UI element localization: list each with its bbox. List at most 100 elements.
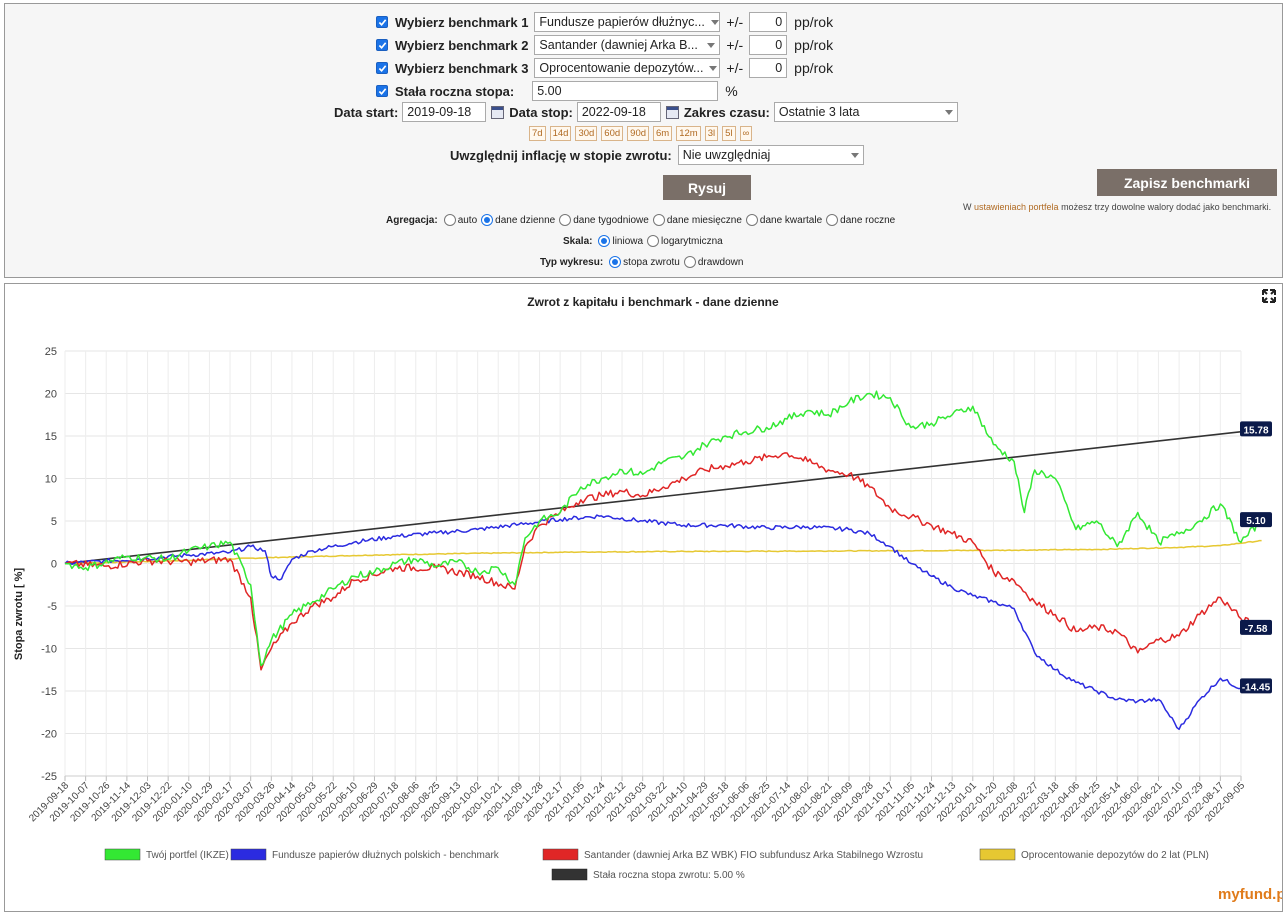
chart-type-option-label: stopa zwrotu — [623, 256, 680, 268]
unit-label: pp/rok — [794, 60, 834, 76]
y-tick-label: -20 — [41, 729, 57, 741]
aggregation-row: Agregacja: auto dane dzienne dane tygodn… — [386, 214, 895, 226]
aggregation-option-label: auto — [457, 214, 478, 226]
benchmark-1-value: Fundusze papierów dłużnyc... — [539, 15, 705, 29]
quick-range-14d[interactable]: 14d — [549, 126, 572, 141]
benchmark-3-label: Wybierz benchmark 3 — [395, 60, 529, 76]
chart-type-label: Typ wykresu: — [540, 256, 604, 268]
series-line — [64, 390, 1263, 667]
settings-panel: Wybierz benchmark 1 Fundusze papierów dł… — [4, 3, 1283, 278]
benchmark-note: W ustawieniach portfela możesz trzy dowo… — [963, 202, 1271, 212]
benchmark-row-3: Wybierz benchmark 3 Oprocentowanie depoz… — [376, 58, 833, 78]
benchmark-2-checkbox[interactable] — [376, 39, 388, 51]
quick-range-7d[interactable]: 7d — [529, 126, 546, 141]
chevron-down-icon — [709, 65, 718, 71]
inflation-value: Nie uwzględniaj — [682, 148, 771, 162]
benchmark-3-offset-input[interactable]: 0 — [749, 58, 788, 78]
chart-series — [64, 390, 1263, 731]
benchmark-3-value: Oprocentowanie depozytów... — [539, 61, 704, 75]
legend-swatch — [542, 848, 579, 861]
quick-range-6m[interactable]: 6m — [653, 126, 673, 141]
series-end-label: 5.10 — [1240, 512, 1272, 528]
benchmark-1-select[interactable]: Fundusze papierów dłużnyc... — [534, 12, 721, 32]
aggregation-radio-auto[interactable] — [443, 214, 456, 226]
chart-type-radio-return[interactable] — [609, 256, 622, 268]
scale-label: Skala: — [563, 235, 593, 247]
y-tick-label: 15 — [45, 431, 57, 443]
calendar-icon[interactable] — [665, 105, 679, 119]
range-select[interactable]: Ostatnie 3 lata — [773, 102, 958, 122]
y-tick-label: 10 — [45, 474, 57, 486]
legend-label: Oprocentowanie depozytów do 2 lat (PLN) — [1021, 850, 1209, 861]
aggregation-radio-weekly[interactable] — [559, 214, 572, 226]
expand-icon[interactable] — [1262, 289, 1276, 303]
rate-checkbox[interactable] — [376, 85, 388, 97]
benchmark-3-select[interactable]: Oprocentowanie depozytów... — [534, 58, 721, 78]
aggregation-option-label: dane tygodniowe — [573, 214, 649, 226]
rate-input[interactable]: 5.00 — [532, 81, 719, 101]
return-chart: Zwrot z kapitału i benchmark - dane dzie… — [13, 289, 1287, 903]
quick-range-60d[interactable]: 60d — [601, 126, 624, 141]
aggregation-radio-monthly[interactable] — [652, 214, 665, 226]
quick-range-all[interactable]: ∞ — [739, 126, 753, 141]
benchmark-2-offset-input[interactable]: 0 — [749, 35, 788, 55]
series-end-label: -14.45 — [1240, 678, 1272, 694]
dates-row: Data start: 2019-09-18 Data stop: 2022-0… — [334, 102, 958, 122]
chart-legend: Twój portfel (IKZE) Fundusze papierów dłu… — [104, 848, 1209, 881]
note-text-post: możesz trzy dowolne walory dodać jako be… — [1058, 202, 1272, 212]
date-start-input[interactable]: 2019-09-18 — [402, 102, 487, 122]
series-end-label: -7.58 — [1240, 619, 1272, 635]
y-tick-label: -5 — [47, 601, 57, 613]
scale-option-label: logarytmiczna — [661, 235, 723, 247]
x-axis: 2019-09-182019-10-072019-10-262019-11-14… — [27, 775, 1247, 824]
benchmark-1-offset-input[interactable]: 0 — [749, 12, 788, 32]
scale-row: Skala: liniowa logarytmiczna — [563, 235, 723, 247]
legend-label: Fundusze papierów dłużnych polskich - be… — [272, 850, 500, 861]
inflation-select[interactable]: Nie uwzględniaj — [677, 145, 864, 165]
y-axis: 25 20 15 10 5 0 -5 -10 -15 -20 -25 — [41, 346, 57, 783]
benchmark-row-1: Wybierz benchmark 1 Fundusze papierów dł… — [376, 12, 833, 32]
aggregation-radio-yearly[interactable] — [826, 214, 839, 226]
aggregation-radio-quarterly[interactable] — [745, 214, 758, 226]
y-tick-label: 0 — [51, 559, 57, 571]
legend-label: Stała roczna stopa zwrotu: 5.00 % — [593, 870, 745, 881]
quick-range-5l[interactable]: 5l — [722, 126, 736, 141]
plus-minus-label: +/- — [726, 14, 744, 30]
benchmark-2-select[interactable]: Santander (dawniej Arka B... — [534, 35, 721, 55]
series-line — [65, 539, 1262, 565]
myfund-logo-text: myfund.pl — [1218, 886, 1282, 903]
unit-label: pp/rok — [794, 37, 834, 53]
chart-type-radio-drawdown[interactable] — [683, 256, 696, 268]
chevron-down-icon — [850, 152, 859, 158]
draw-button[interactable]: Rysuj — [663, 175, 751, 200]
legend-label: Twój portfel (IKZE) — [146, 850, 229, 861]
aggregation-option-label: dane dzienne — [495, 214, 556, 226]
legend-swatch — [979, 848, 1016, 861]
quick-range-3l[interactable]: 3l — [704, 126, 719, 141]
quick-range-30d[interactable]: 30d — [575, 126, 598, 141]
calendar-icon[interactable] — [491, 105, 505, 119]
scale-radio-linear[interactable] — [598, 235, 611, 247]
benchmark-1-checkbox[interactable] — [376, 16, 388, 28]
benchmark-3-checkbox[interactable] — [376, 62, 388, 74]
benchmark-2-value: Santander (dawniej Arka B... — [539, 38, 698, 52]
date-stop-input[interactable]: 2022-09-18 — [576, 102, 661, 122]
inflation-label: Uwzględnij inflację w stopie zwrotu: — [450, 147, 672, 163]
end-label-value: 15.78 — [1243, 425, 1268, 436]
y-tick-label: -15 — [41, 686, 57, 698]
quick-range-12m[interactable]: 12m — [676, 126, 701, 141]
aggregation-option-label: dane roczne — [840, 214, 896, 226]
rate-label: Stała roczna stopa: — [395, 83, 515, 99]
scale-radio-log[interactable] — [647, 235, 660, 247]
end-label-value: -7.58 — [1245, 624, 1268, 635]
portfolio-settings-link[interactable]: ustawieniach portfela — [974, 202, 1059, 212]
myfund-logo: myfund.pl — [1218, 886, 1287, 903]
y-tick-label: -10 — [41, 644, 57, 656]
save-benchmarks-button[interactable]: Zapisz benchmarki — [1097, 169, 1277, 196]
aggregation-radio-daily[interactable] — [481, 214, 494, 226]
series-end-labels: 15.78 -14.45 -7.58 5.10 — [1240, 421, 1272, 694]
quick-range-90d[interactable]: 90d — [627, 126, 650, 141]
scale-option-label: liniowa — [612, 235, 644, 247]
end-label-box — [1240, 678, 1272, 694]
end-label-box — [1240, 421, 1272, 437]
